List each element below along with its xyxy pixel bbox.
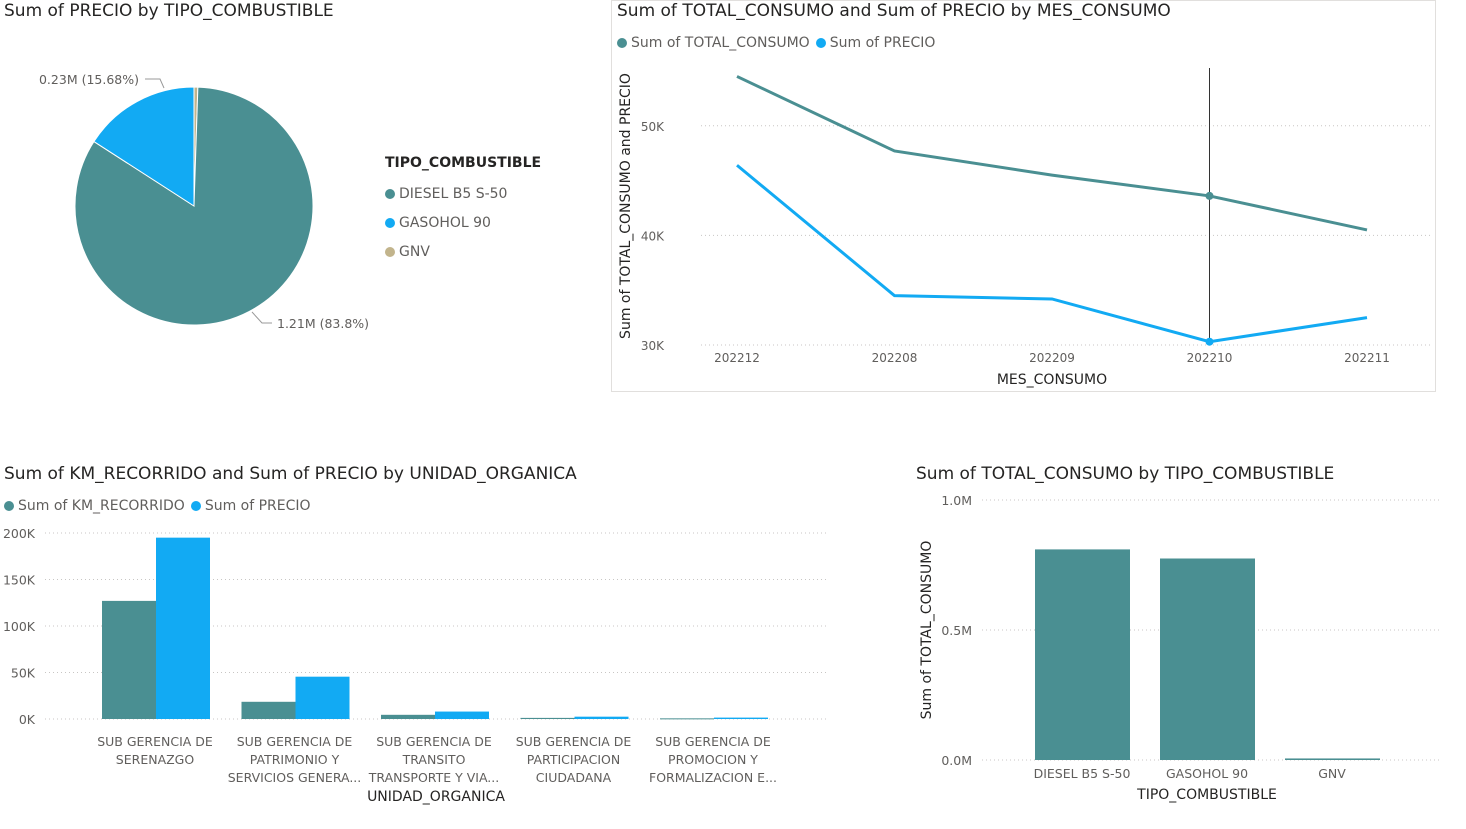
cluster-xtick: PROMOCION Y <box>668 752 758 767</box>
cluster-ytick: 100K <box>3 619 36 634</box>
cluster-chart: 0K 50K 100K 150K 200K SUB GERENCIA DE SERENAZG… <box>3 526 826 805</box>
cluster-xtick: TRANSPORTE Y VIA... <box>368 770 499 785</box>
legend-dot-icon <box>617 38 627 48</box>
bar-rect <box>1285 758 1380 760</box>
pie-title: Sum of PRECIO by TIPO_COMBUSTIBLE <box>4 1 334 21</box>
legend-dot-icon <box>4 501 14 511</box>
bar-title: Sum of TOTAL_CONSUMO by TIPO_COMBUSTIBLE <box>916 464 1335 484</box>
legend-dot-icon <box>815 38 826 48</box>
cluster-xtick: SUB GERENCIA DE <box>237 734 353 749</box>
bar-ytick: 0.5M <box>941 623 972 638</box>
cluster-xtick: SUB GERENCIA DE <box>516 734 632 749</box>
line-series-1 <box>736 164 1368 344</box>
pie-legend-label: GNV <box>399 243 430 260</box>
bar-ylabel: Sum of TOTAL_CONSUMO <box>919 541 935 720</box>
pie-slice-1 <box>93 86 195 207</box>
cluster-xtick: FORMALIZACION E... <box>649 770 777 785</box>
legend-dot-icon <box>190 501 201 511</box>
bar-xtick: GNV <box>1318 766 1346 781</box>
pie-leader-0 <box>251 311 272 324</box>
cluster-title: Sum of KM_RECORRIDO and Sum of PRECIO by… <box>4 464 577 484</box>
cluster-bar <box>156 537 210 719</box>
cluster-bar <box>660 718 714 720</box>
cluster-ytick: 50K <box>11 666 36 681</box>
bar-visual[interactable]: Sum of TOTAL_CONSUMO by TIPO_COMBUSTIBLE… <box>910 462 1450 822</box>
legend-label: Sum of PRECIO <box>829 35 936 51</box>
line-point <box>1205 191 1214 200</box>
line-legend: Sum of TOTAL_CONSUMO Sum of PRECIO <box>617 35 935 51</box>
cluster-visual[interactable]: Sum of KM_RECORRIDO and Sum of PRECIO by… <box>0 462 840 822</box>
line-visual-frame <box>611 0 1436 392</box>
pie-legend-item[interactable]: GASOHOL 90 <box>385 208 541 237</box>
cluster-xtick: SERVICIOS GENERA... <box>228 770 362 785</box>
line-point <box>1205 337 1214 346</box>
pie-legend-item[interactable]: DIESEL B5 S-50 <box>385 179 541 208</box>
legend-label: Sum of KM_RECORRIDO <box>18 498 185 514</box>
cluster-xtick: SUB GERENCIA DE <box>376 734 492 749</box>
legend-label: Sum of PRECIO <box>204 498 311 514</box>
line-title: Sum of TOTAL_CONSUMO and Sum of PRECIO b… <box>617 1 1171 21</box>
line-xlabel: MES_CONSUMO <box>997 372 1107 388</box>
line-xtick: 202208 <box>872 351 918 365</box>
cluster-bar <box>574 716 629 719</box>
pie-label-1: 0.23M (15.68%) <box>39 72 139 87</box>
legend-label: Sum of TOTAL_CONSUMO <box>631 35 810 51</box>
cluster-xlabel: UNIDAD_ORGANICA <box>367 789 505 805</box>
cluster-xtick: CIUDADANA <box>536 770 612 785</box>
bar-xtick: GASOHOL 90 <box>1166 766 1248 781</box>
line-ylabel: Sum of TOTAL_CONSUMO and PRECIO <box>618 73 634 339</box>
cluster-ytick: 150K <box>3 573 36 588</box>
bar-ytick: 0.0M <box>941 753 972 768</box>
pie-visual[interactable]: Sum of PRECIO by TIPO_COMBUSTIBLE 0.23M … <box>0 0 600 390</box>
cluster-bar <box>435 711 489 719</box>
pie-legend-item[interactable]: GNV <box>385 237 541 266</box>
line-series-0 <box>736 75 1368 232</box>
line-visual[interactable]: Sum of TOTAL_CONSUMO and Sum of PRECIO b… <box>611 0 1436 392</box>
pie-label-0: 1.21M (83.8%) <box>277 316 369 331</box>
bar-xtick: DIESEL B5 S-50 <box>1034 766 1131 781</box>
pie-leader-1 <box>145 78 165 89</box>
cluster-xtick: PATRIMONIO Y <box>250 752 340 767</box>
bar-ytick: 1.0M <box>941 493 972 508</box>
cluster-xtick: PARTICIPACION <box>527 752 620 767</box>
pie-legend-label: DIESEL B5 S-50 <box>399 185 508 202</box>
legend-item[interactable]: Sum of KM_RECORRIDO <box>4 498 185 514</box>
cluster-xtick: SUB GERENCIA DE <box>97 734 213 749</box>
line-xtick: 202209 <box>1029 351 1075 365</box>
bar-xlabel: TIPO_COMBUSTIBLE <box>1136 787 1277 803</box>
legend-item[interactable]: Sum of TOTAL_CONSUMO <box>617 35 810 51</box>
legend-dot-icon <box>385 188 395 199</box>
legend-item[interactable]: Sum of PRECIO <box>815 35 936 51</box>
pie-legend-label: GASOHOL 90 <box>399 214 491 231</box>
legend-item[interactable]: Sum of PRECIO <box>190 498 311 514</box>
cluster-xtick: TRANSITO <box>402 752 466 767</box>
bar-rect <box>1160 558 1255 760</box>
legend-dot-icon <box>385 217 395 228</box>
cluster-bar <box>102 600 156 719</box>
cluster-xtick: SUB GERENCIA DE <box>655 734 771 749</box>
bar-rect <box>1035 549 1130 760</box>
line-ytick: 30K <box>641 339 665 353</box>
cluster-legend: Sum of KM_RECORRIDO Sum of PRECIO <box>4 498 311 514</box>
line-xtick: 202212 <box>714 351 760 365</box>
line-xtick: 202210 <box>1187 351 1233 365</box>
cluster-bar <box>381 714 435 719</box>
bar-chart: 0.0M 0.5M 1.0M DIESEL B5 S-50 GASOHOL 90 GNV T… <box>919 493 1440 803</box>
cluster-ytick: 200K <box>3 526 36 541</box>
legend-dot-icon <box>385 246 395 257</box>
pie-chart: 0.23M (15.68%) 1.21M (83.8%) <box>39 72 369 331</box>
cluster-bar <box>241 701 296 719</box>
cluster-ytick: 0K <box>19 712 36 727</box>
line-ytick: 50K <box>641 120 665 134</box>
cluster-bar <box>520 717 575 719</box>
line-ytick: 40K <box>641 229 665 243</box>
cluster-bar <box>714 717 768 719</box>
line-xtick: 202211 <box>1344 351 1390 365</box>
pie-legend-title: TIPO_COMBUSTIBLE <box>385 155 542 171</box>
line-chart: 30K 40K 50K 202212 202208 202209 202210 202211 M… <box>618 68 1430 388</box>
pie-legend: TIPO_COMBUSTIBLE DIESEL B5 S-50 GASOHOL 9… <box>385 155 541 266</box>
cluster-bar <box>295 676 350 719</box>
cluster-xtick: SERENAZGO <box>116 752 195 767</box>
